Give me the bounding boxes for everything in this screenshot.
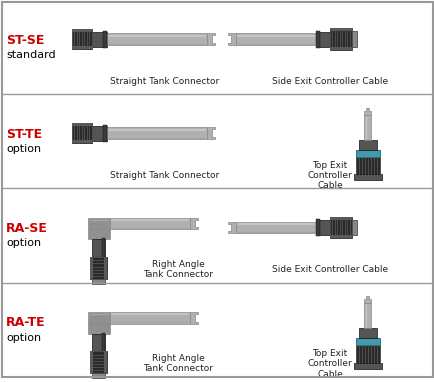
- Bar: [72, 46, 92, 49]
- Bar: [102, 238, 105, 258]
- Bar: [104, 351, 107, 373]
- Polygon shape: [190, 312, 197, 324]
- Bar: [329, 217, 351, 238]
- Bar: [88, 230, 110, 240]
- Bar: [364, 303, 371, 328]
- Bar: [90, 351, 93, 373]
- Bar: [92, 240, 105, 257]
- Bar: [90, 257, 93, 279]
- Bar: [107, 127, 207, 139]
- Text: Right Angle
Tank Connector: Right Angle Tank Connector: [143, 260, 213, 279]
- Bar: [72, 29, 92, 32]
- Bar: [90, 351, 107, 373]
- Text: Side Exit Controller Cable: Side Exit Controller Cable: [271, 77, 387, 86]
- Bar: [355, 345, 379, 363]
- Bar: [72, 29, 92, 49]
- Bar: [315, 220, 329, 235]
- Bar: [92, 373, 105, 378]
- Bar: [110, 312, 190, 324]
- Bar: [92, 32, 107, 47]
- Text: Top Exit
Controller
Cable: Top Exit Controller Cable: [307, 349, 352, 379]
- Bar: [88, 218, 110, 230]
- Bar: [358, 328, 376, 338]
- Bar: [329, 28, 351, 50]
- Text: option: option: [6, 144, 41, 154]
- Bar: [358, 140, 376, 150]
- Bar: [315, 219, 319, 236]
- Polygon shape: [364, 108, 371, 115]
- Bar: [104, 257, 107, 279]
- Polygon shape: [227, 222, 236, 233]
- Bar: [329, 235, 351, 238]
- Polygon shape: [207, 33, 214, 45]
- Bar: [353, 175, 381, 180]
- Bar: [351, 220, 356, 235]
- Text: RA-SE: RA-SE: [6, 222, 48, 235]
- Bar: [90, 257, 107, 279]
- Bar: [355, 157, 379, 175]
- Text: Straight Tank Connector: Straight Tank Connector: [110, 77, 219, 86]
- Bar: [92, 279, 105, 284]
- Bar: [92, 333, 105, 351]
- Bar: [102, 333, 105, 352]
- Bar: [107, 33, 207, 45]
- Polygon shape: [207, 127, 214, 139]
- Bar: [355, 338, 379, 345]
- Text: standard: standard: [6, 50, 56, 60]
- Bar: [236, 33, 315, 45]
- Text: Straight Tank Connector: Straight Tank Connector: [110, 171, 219, 180]
- Bar: [315, 31, 319, 48]
- Text: Right Angle
Tank Connector: Right Angle Tank Connector: [143, 354, 213, 374]
- Text: option: option: [6, 238, 41, 248]
- Bar: [355, 150, 379, 157]
- Bar: [351, 31, 356, 47]
- Bar: [329, 217, 351, 220]
- Polygon shape: [227, 33, 236, 45]
- Text: ST-TE: ST-TE: [6, 128, 42, 141]
- Text: option: option: [6, 332, 41, 343]
- Text: Side Exit Controller Cable: Side Exit Controller Cable: [271, 265, 387, 274]
- Bar: [364, 115, 371, 140]
- Bar: [329, 47, 351, 50]
- Bar: [92, 126, 107, 141]
- Bar: [110, 218, 190, 230]
- Bar: [88, 312, 110, 324]
- Text: ST-SE: ST-SE: [6, 34, 44, 47]
- Polygon shape: [190, 218, 197, 230]
- Bar: [72, 140, 92, 143]
- Polygon shape: [364, 296, 371, 303]
- Bar: [329, 28, 351, 31]
- Text: RA-TE: RA-TE: [6, 316, 46, 329]
- Bar: [103, 125, 107, 142]
- Text: Top Exit
Controller
Cable: Top Exit Controller Cable: [307, 160, 352, 190]
- Bar: [88, 324, 110, 333]
- Bar: [353, 363, 381, 369]
- Bar: [72, 123, 92, 143]
- Bar: [72, 123, 92, 126]
- Bar: [236, 222, 315, 233]
- Bar: [103, 31, 107, 48]
- Bar: [315, 32, 329, 47]
